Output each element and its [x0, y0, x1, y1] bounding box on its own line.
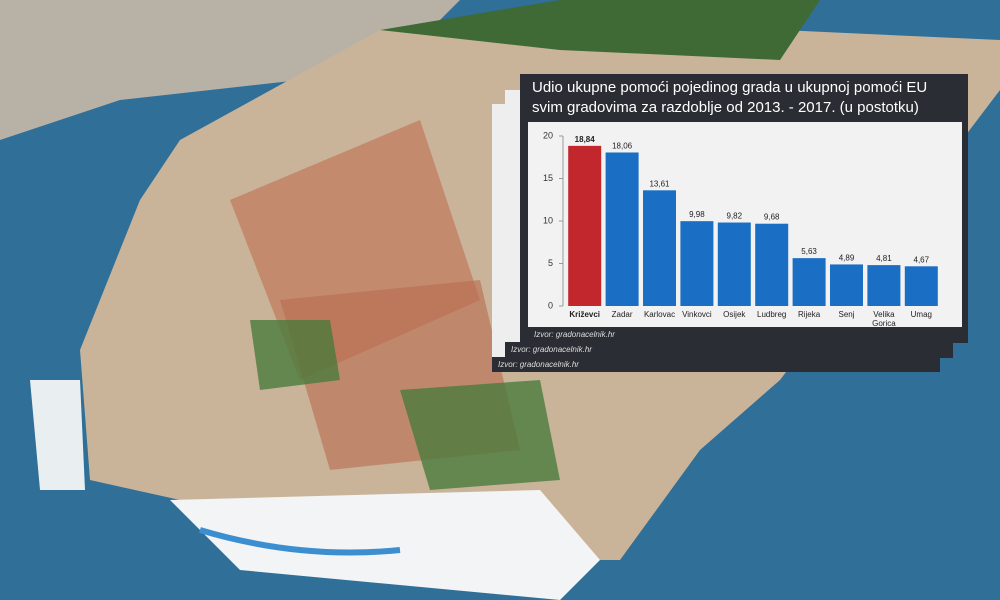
- y-tick-label: 20: [543, 130, 553, 140]
- x-tick-label: Osijek: [723, 310, 746, 319]
- x-tick-label: Velika Gorica: [872, 310, 896, 328]
- value-label: 4,89: [839, 253, 855, 262]
- x-tick-label: Ludbreg: [757, 310, 787, 319]
- bar: [680, 221, 714, 306]
- x-tick-label: Vinkovci: [682, 310, 712, 319]
- x-tick-label: Karlovac: [643, 310, 676, 319]
- x-tick-label: Rijeka: [797, 310, 821, 319]
- y-tick-label: 0: [548, 300, 553, 310]
- bar: [717, 222, 751, 306]
- value-label: 18,84: [575, 135, 596, 144]
- bar: [643, 190, 676, 306]
- bar: [830, 264, 863, 306]
- x-tick-label: Senj: [838, 310, 855, 319]
- bar: [755, 223, 789, 306]
- y-tick-label: 5: [548, 258, 553, 268]
- x-tick-label: Umag: [910, 310, 932, 319]
- value-label: 4,81: [876, 254, 892, 263]
- x-tick-label: Zadar: [611, 310, 633, 319]
- value-label: 9,98: [689, 210, 705, 219]
- y-tick-label: 10: [543, 215, 553, 225]
- bar: [568, 145, 602, 306]
- y-tick-label: 15: [543, 173, 553, 183]
- value-label: 18,06: [612, 141, 633, 150]
- x-tick-label: Križevci: [569, 310, 601, 319]
- value-label: 9,68: [764, 213, 780, 222]
- bar: [605, 152, 639, 306]
- chart-title: Udio ukupne pomoći pojedinog grada u uku…: [532, 79, 928, 116]
- value-label: 4,67: [914, 255, 930, 264]
- bar: [904, 266, 938, 306]
- bar: [792, 258, 826, 306]
- value-label: 9,82: [727, 212, 743, 221]
- value-label: 13,61: [649, 179, 670, 188]
- source: Izvor: gradonacelnik.hr: [534, 330, 615, 339]
- source: Izvor: gradonacelnik.hr: [498, 360, 579, 369]
- source: Izvor: gradonacelnik.hr: [511, 345, 592, 354]
- bar: [867, 265, 901, 306]
- value-label: 5,63: [801, 247, 817, 256]
